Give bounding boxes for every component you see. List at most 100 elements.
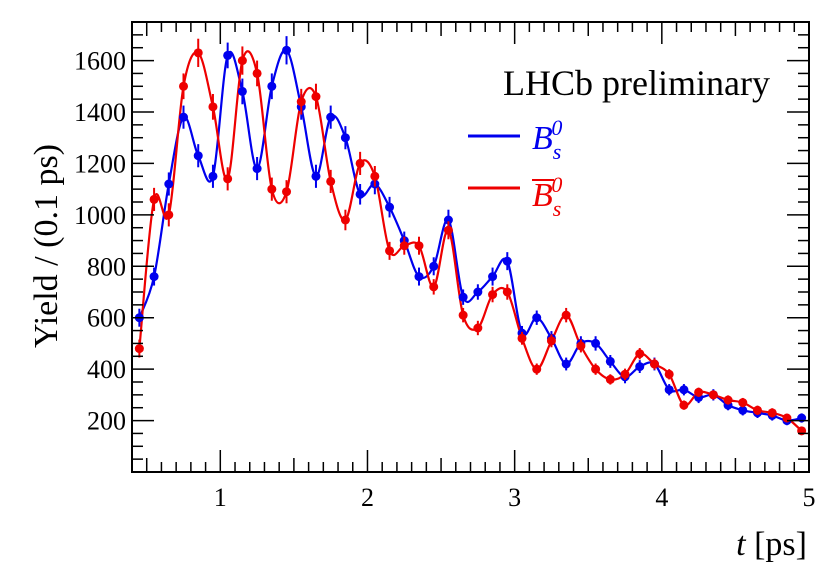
data-point	[694, 387, 704, 397]
data-point	[355, 158, 365, 168]
data-point	[429, 261, 439, 271]
data-point	[679, 400, 689, 410]
data-point	[296, 97, 306, 107]
data-point	[326, 112, 336, 122]
data-point	[399, 241, 409, 251]
x-tick-label: 4	[655, 483, 668, 512]
data-point	[664, 369, 674, 379]
legend-label-bs0bar: Bs0	[532, 172, 562, 221]
y-axis-ticks: 200 400 600 800 1000 1200 1400 1600	[74, 34, 809, 460]
data-point	[179, 112, 189, 122]
y-tick-label: 1400	[74, 98, 126, 127]
x-axis-label: t [ps]	[736, 526, 807, 563]
data-point	[591, 338, 601, 348]
x-tick-label: 1	[214, 483, 227, 512]
data-point	[385, 246, 395, 256]
data-point	[237, 86, 247, 96]
data-point	[326, 176, 336, 186]
data-point	[193, 151, 203, 161]
data-point	[458, 310, 468, 320]
data-point	[443, 215, 453, 225]
data-point	[414, 272, 424, 282]
legend: Bs0 Bs0	[468, 115, 562, 221]
x-axis-ticks: 1 2 3 4 5	[145, 22, 816, 512]
y-tick-label: 400	[87, 355, 126, 384]
data-point	[532, 364, 542, 374]
data-point	[723, 395, 733, 405]
data-point	[223, 174, 233, 184]
y-tick-label: 1600	[74, 47, 126, 76]
data-point	[340, 215, 350, 225]
data-point	[164, 179, 174, 189]
y-tick-label: 600	[87, 304, 126, 333]
data-point	[223, 50, 233, 60]
fit-curves	[138, 48, 803, 432]
data-point	[488, 290, 498, 300]
data-point	[252, 164, 262, 174]
data-point	[679, 385, 689, 395]
data-point	[311, 92, 321, 102]
legend-label-bs0: Bs0	[532, 115, 562, 164]
data-point	[635, 362, 645, 372]
data-point	[532, 313, 542, 323]
data-point	[561, 359, 571, 369]
data-point	[267, 81, 277, 91]
x-tick-label: 5	[803, 483, 816, 512]
data-point	[605, 356, 615, 366]
data-point	[267, 184, 277, 194]
data-point	[635, 349, 645, 359]
fit-curve-0	[138, 48, 802, 422]
data-point	[179, 81, 189, 91]
data-point	[458, 292, 468, 302]
x-tick-label: 3	[508, 483, 521, 512]
chart-title: LHCb preliminary	[503, 63, 770, 103]
data-point	[208, 171, 218, 181]
data-point	[193, 48, 203, 58]
fit-curve-1	[138, 50, 803, 432]
data-point	[738, 405, 748, 415]
data-point	[385, 202, 395, 212]
data-point	[282, 45, 292, 55]
data-point	[473, 323, 483, 333]
data-point	[738, 398, 748, 408]
data-point	[252, 68, 262, 78]
x-tick-label: 2	[361, 483, 374, 512]
y-axis-label: Yield / (0.1 ps)	[28, 144, 65, 348]
data-point	[561, 310, 571, 320]
y-tick-label: 200	[87, 407, 126, 436]
data-point	[311, 171, 321, 181]
data-point	[605, 374, 615, 384]
data-point	[134, 344, 144, 354]
data-point	[708, 390, 718, 400]
data-point	[164, 210, 174, 220]
data-point	[576, 341, 586, 351]
y-tick-label: 800	[87, 252, 126, 281]
data-point	[488, 272, 498, 282]
data-point	[149, 272, 159, 282]
data-point	[620, 369, 630, 379]
y-tick-label: 1200	[74, 149, 126, 178]
data-point	[649, 359, 659, 369]
y-tick-label: 1000	[74, 201, 126, 230]
data-point	[664, 385, 674, 395]
data-point	[237, 56, 247, 66]
data-point	[355, 189, 365, 199]
data-point	[502, 287, 512, 297]
data-point	[502, 256, 512, 266]
data-point	[443, 225, 453, 235]
data-point	[429, 282, 439, 292]
data-point	[591, 364, 601, 374]
data-point	[767, 408, 777, 418]
data-point	[149, 194, 159, 204]
data-points	[134, 36, 807, 436]
data-point	[752, 405, 762, 415]
data-point	[282, 187, 292, 197]
data-point	[473, 287, 483, 297]
data-point	[546, 336, 556, 346]
data-point	[517, 333, 527, 343]
data-point	[370, 171, 380, 181]
data-point	[208, 102, 218, 112]
data-point	[414, 241, 424, 251]
data-point	[340, 133, 350, 143]
